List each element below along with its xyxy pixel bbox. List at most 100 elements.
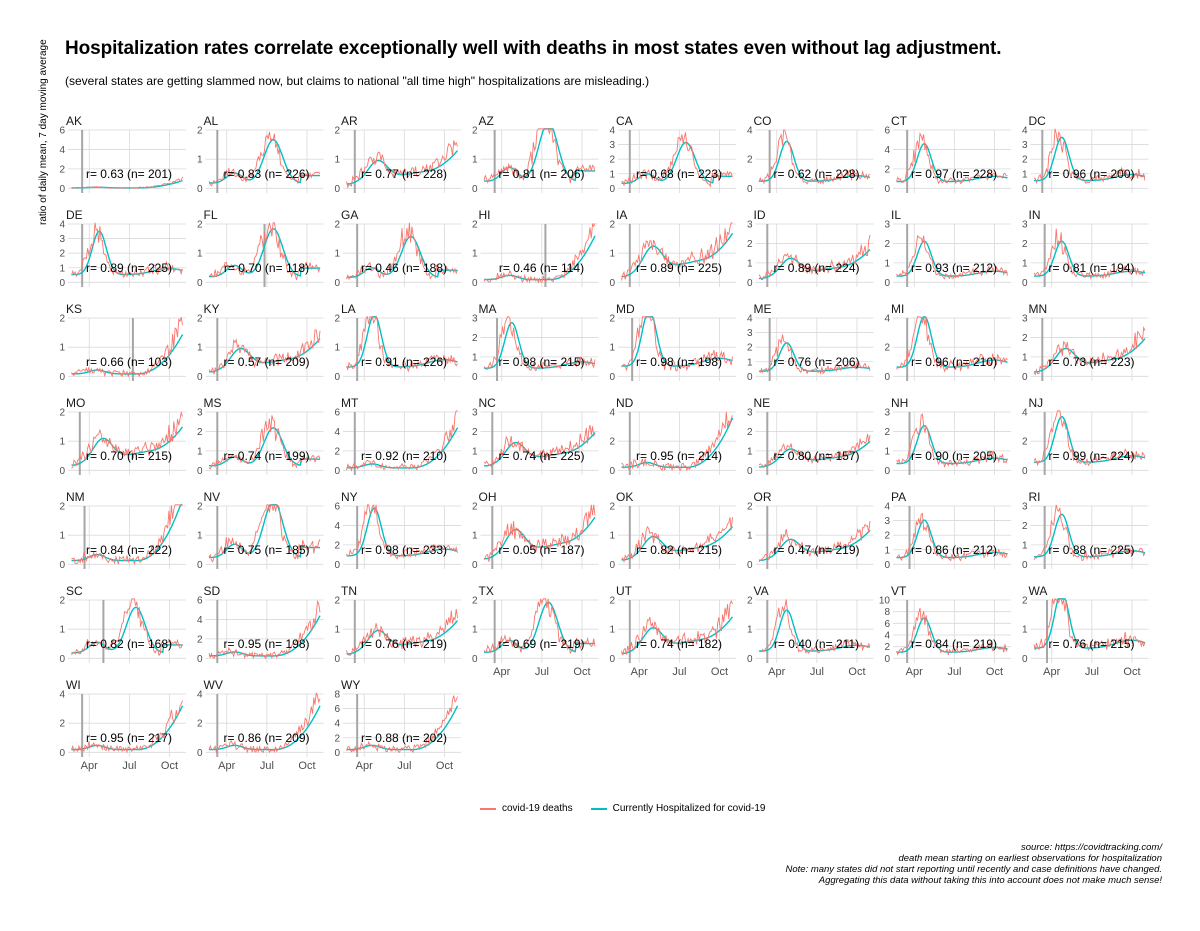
panel-state-label: MD (616, 302, 635, 316)
y-tick-label: 3 (884, 408, 890, 419)
panel-az: AZ 0 1 2 r= 0.81 (n= 206) (472, 114, 599, 195)
series-line-hospitalized (484, 516, 596, 560)
series-line-hospitalized (209, 228, 320, 278)
panel-state-label: KS (66, 302, 82, 316)
panel-nh: NH 0 1 2 3 r= 0.90 (n= 205) (884, 396, 1011, 477)
y-tick-label: 0 (334, 748, 340, 759)
y-tick-label: 0 (59, 748, 65, 759)
series-line-hospitalized (759, 249, 871, 280)
x-tick-label: Apr (218, 760, 235, 772)
correlation-annotation: r= 0.91 (n= 226) (361, 355, 447, 369)
y-tick-label: 6 (884, 126, 890, 137)
y-tick-label: 0 (59, 560, 65, 571)
panel-state-label: SC (66, 584, 83, 598)
y-tick-label: 2 (1022, 521, 1028, 532)
panel-state-label: HI (479, 208, 491, 222)
y-tick-label: 4 (197, 690, 203, 701)
caption-line-3: Note: many states did not start reportin… (785, 864, 1162, 875)
panel-nd: ND 0 2 4 r= 0.95 (n= 214) (609, 396, 736, 477)
y-tick-label: 3 (1022, 502, 1028, 513)
panel-state-label: ID (754, 208, 766, 222)
panel-la: LA 0 1 2 r= 0.91 (n= 226) (334, 302, 461, 383)
panel-ar: AR 0 1 2 r= 0.77 (n= 228) (334, 114, 461, 195)
caption-line-4: Aggregating this data without taking thi… (818, 875, 1162, 886)
y-tick-label: 0 (334, 278, 340, 289)
y-tick-label: 1 (334, 625, 340, 636)
correlation-annotation: r= 0.98 (n= 233) (361, 543, 447, 557)
y-tick-label: 2 (472, 220, 478, 231)
y-tick-label: 8 (334, 690, 340, 701)
series-line-deaths (71, 410, 183, 469)
y-tick-label: 4 (884, 314, 890, 325)
series-line-hospitalized (759, 342, 871, 372)
y-tick-label: 2 (197, 634, 203, 645)
panel-state-label: AL (204, 114, 219, 128)
series-line-hospitalized (1034, 416, 1146, 463)
series-line-deaths (758, 520, 871, 563)
series-line-deaths (71, 176, 183, 189)
y-tick-label: 1 (609, 343, 615, 354)
y-tick-label: 2 (884, 531, 890, 542)
y-tick-label: 6 (334, 408, 340, 419)
y-tick-label: 3 (747, 328, 753, 339)
panel-ut: UT 0 1 2 r= 0.74 (n= 182) Apr Jul Oct (609, 584, 736, 678)
series-line-deaths (758, 234, 871, 280)
panel-wv: WV 0 2 4 r= 0.86 (n= 209) Apr Jul Oct (197, 678, 324, 772)
y-tick-label: 0 (197, 466, 203, 477)
y-tick-label: 3 (1022, 140, 1028, 151)
y-tick-label: 2 (334, 314, 340, 325)
panel-tn: TN 0 1 2 r= 0.76 (n= 219) (334, 584, 461, 665)
legend-swatch-deaths (480, 807, 496, 810)
y-tick-label: 2 (609, 437, 615, 448)
y-tick-label: 2 (472, 596, 478, 607)
x-tick-label: Apr (1043, 666, 1060, 678)
y-tick-label: 0 (59, 278, 65, 289)
y-tick-label: 2 (334, 540, 340, 551)
series-line-deaths (346, 140, 458, 189)
panel-state-label: VT (891, 584, 907, 598)
series-line-deaths (483, 504, 596, 563)
series-line-deaths (896, 413, 1008, 469)
x-tick-label: Apr (906, 666, 923, 678)
x-tick-label: Apr (81, 760, 98, 772)
y-tick-label: 1 (747, 531, 753, 542)
y-tick-label: 1 (747, 446, 753, 457)
y-tick-label: 2 (197, 502, 203, 513)
y-tick-label: 0 (1022, 278, 1028, 289)
panel-state-label: MS (204, 396, 222, 410)
y-tick-label: 1 (1022, 352, 1028, 363)
correlation-annotation: r= 0.62 (n= 228) (773, 167, 859, 181)
y-tick-label: 0 (472, 184, 478, 195)
correlation-annotation: r= 0.70 (n= 215) (86, 449, 172, 463)
panel-id: ID 0 1 2 3 r= 0.89 (n= 224) (747, 208, 874, 289)
series-line-deaths (758, 599, 871, 655)
correlation-annotation: r= 0.96 (n= 210) (911, 355, 997, 369)
correlation-annotation: r= 0.86 (n= 209) (223, 731, 309, 745)
legend-item-deaths: covid-19 deaths (480, 803, 573, 814)
series-line-deaths (346, 608, 458, 656)
y-tick-label: 0 (747, 466, 753, 477)
series-line-deaths (896, 607, 1008, 656)
panel-state-label: OH (479, 490, 497, 504)
x-tick-label: Oct (986, 666, 1003, 678)
correlation-annotation: r= 0.98 (n= 198) (636, 355, 722, 369)
y-tick-label: 3 (1022, 314, 1028, 325)
correlation-annotation: r= 0.90 (n= 205) (911, 449, 997, 463)
y-tick-label: 0 (609, 184, 615, 195)
panel-state-label: VA (754, 584, 769, 598)
y-tick-label: 4 (1022, 408, 1028, 419)
panel-state-label: NC (479, 396, 497, 410)
y-tick-label: 2 (884, 642, 890, 653)
correlation-annotation: r= 0.89 (n= 224) (773, 261, 859, 275)
caption-line-2: death mean starting on earliest observat… (898, 853, 1162, 864)
x-tick-label: Apr (493, 666, 510, 678)
y-tick-label: 2 (472, 126, 478, 137)
panel-ma: MA 0 1 2 3 r= 0.98 (n= 215) (472, 302, 599, 383)
panel-state-label: NJ (1029, 396, 1044, 410)
y-tick-label: 0 (609, 278, 615, 289)
series-line-deaths (1033, 597, 1146, 652)
y-tick-label: 1 (334, 249, 340, 260)
x-tick-label: Jul (947, 666, 961, 678)
panel-state-label: CA (616, 114, 633, 128)
y-tick-label: 1 (884, 446, 890, 457)
